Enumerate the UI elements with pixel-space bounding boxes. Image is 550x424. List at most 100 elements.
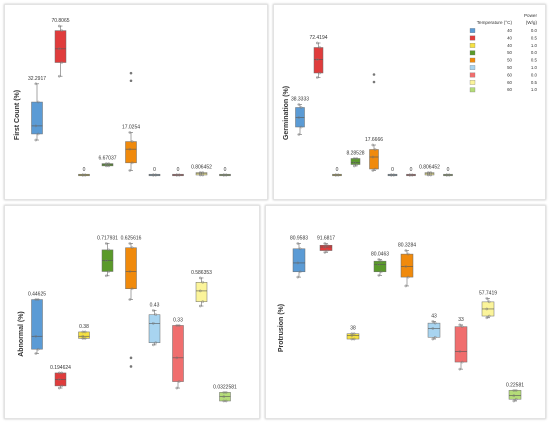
value-label: 0 [177,167,180,173]
outlier-point [129,71,133,75]
sample-point [36,298,40,301]
sample-point [299,125,303,129]
box-2: 91.6817 [317,235,335,254]
sample-point [130,287,134,291]
sample-point [34,82,38,86]
sample-point [299,106,303,109]
value-label: 8.28528 [346,151,364,157]
box-3: 0.38 [78,324,90,340]
sample-point [406,275,410,279]
sample-point [355,157,358,160]
box-2: 72.4194 [309,35,328,79]
value-label: 0.22581 [506,382,524,388]
box-6: 0.43 [148,302,161,347]
sample-point [426,171,430,174]
legend-item: 60 1.0 [469,87,538,92]
sample-point [36,347,40,351]
sample-point [352,332,356,336]
legend-header-temperature: Temperature (°C) [477,20,513,25]
sample-point [222,173,226,177]
sample-point [353,164,356,168]
value-label: 91.6817 [317,235,335,241]
value-label: 70.8065 [51,18,69,24]
legend-header-power: Power [524,13,537,18]
box-8: 0.806452 [419,165,440,177]
sample-point [151,321,155,325]
legend-power: 1.0 [531,87,538,92]
sample-point [60,371,64,375]
value-label: 17.6666 [365,137,383,143]
legend-item: 50 1.0 [469,65,538,70]
sample-point [426,172,430,176]
value-label: 0.625616 [121,235,142,241]
sample-point [318,46,322,49]
box-4: 8.28528 [346,151,365,168]
value-label: 57.7419 [479,290,497,296]
box-body [31,101,43,135]
sample-point [58,371,61,375]
box-7: 33 [454,317,468,371]
legend-temperature: 50 [507,58,512,63]
legend-swatch [469,80,476,85]
sample-point [460,360,464,364]
sample-point [392,173,395,177]
box-body [148,314,161,343]
value-label: 33 [458,317,464,323]
box-body [400,253,414,278]
box-body [427,322,441,338]
legend-temperature: 40 [507,43,512,48]
sample-point [512,399,516,403]
legend-power: 0.0 [531,72,538,77]
sample-point [316,58,319,61]
sample-point [105,274,108,278]
value-label: 0.806452 [191,165,212,171]
box-4: 6.67037 [98,156,117,168]
sample-point [445,173,449,177]
protrusion-chart: Protrusion (%) 80.9583 91.6817 38 80.0463 80.… [278,235,524,403]
sample-point [81,334,85,338]
sample-point [487,314,491,318]
sample-point [105,242,108,245]
sample-point [408,173,412,177]
legend-power: 0.0 [531,28,538,33]
sample-point [297,116,301,119]
sample-point [353,157,356,160]
sample-point [316,41,319,45]
outlier-point [129,79,133,83]
value-label: 0.33 [173,317,183,323]
sample-point [105,162,108,165]
sample-point [485,316,489,320]
sample-point [151,343,155,347]
box-body [125,247,137,290]
legend-item: 40 1.0 [469,43,538,48]
sample-point [36,100,40,104]
sample-point [355,163,358,166]
legend-temperature: 50 [507,50,512,55]
legend-power: 0.5 [531,35,538,40]
y-axis-label: Germination (%) [283,86,290,140]
box-body [369,149,379,170]
sample-point [431,327,435,330]
box-9: 0 [443,167,453,177]
box-8: 57.7419 [479,290,497,320]
value-label: 0 [410,167,413,173]
germination-panel: Germination (%) 38.3333 72.4194 0 8.28528 17.… [273,4,546,200]
value-label: 0.43 [150,302,160,308]
sample-point [58,386,61,390]
sample-point [58,47,61,51]
sample-point [198,289,202,293]
y-axis-label: Protrusion (%) [278,304,285,352]
legend-item: 60 0.0 [469,72,538,77]
sample-point [175,356,179,360]
box-body [125,141,137,164]
sample-point [198,304,202,308]
legend-temperature: 60 [507,72,512,77]
box-3: 0 [78,167,90,177]
value-label: 0 [153,167,156,173]
sample-point [350,332,354,336]
first-count-chart: First Count (%) 32.2917 70.8065 0 6.67037 17.… [14,18,231,177]
box-body [78,331,90,339]
box-body [346,333,360,340]
value-label: 0 [83,167,86,173]
box-body [373,260,387,273]
